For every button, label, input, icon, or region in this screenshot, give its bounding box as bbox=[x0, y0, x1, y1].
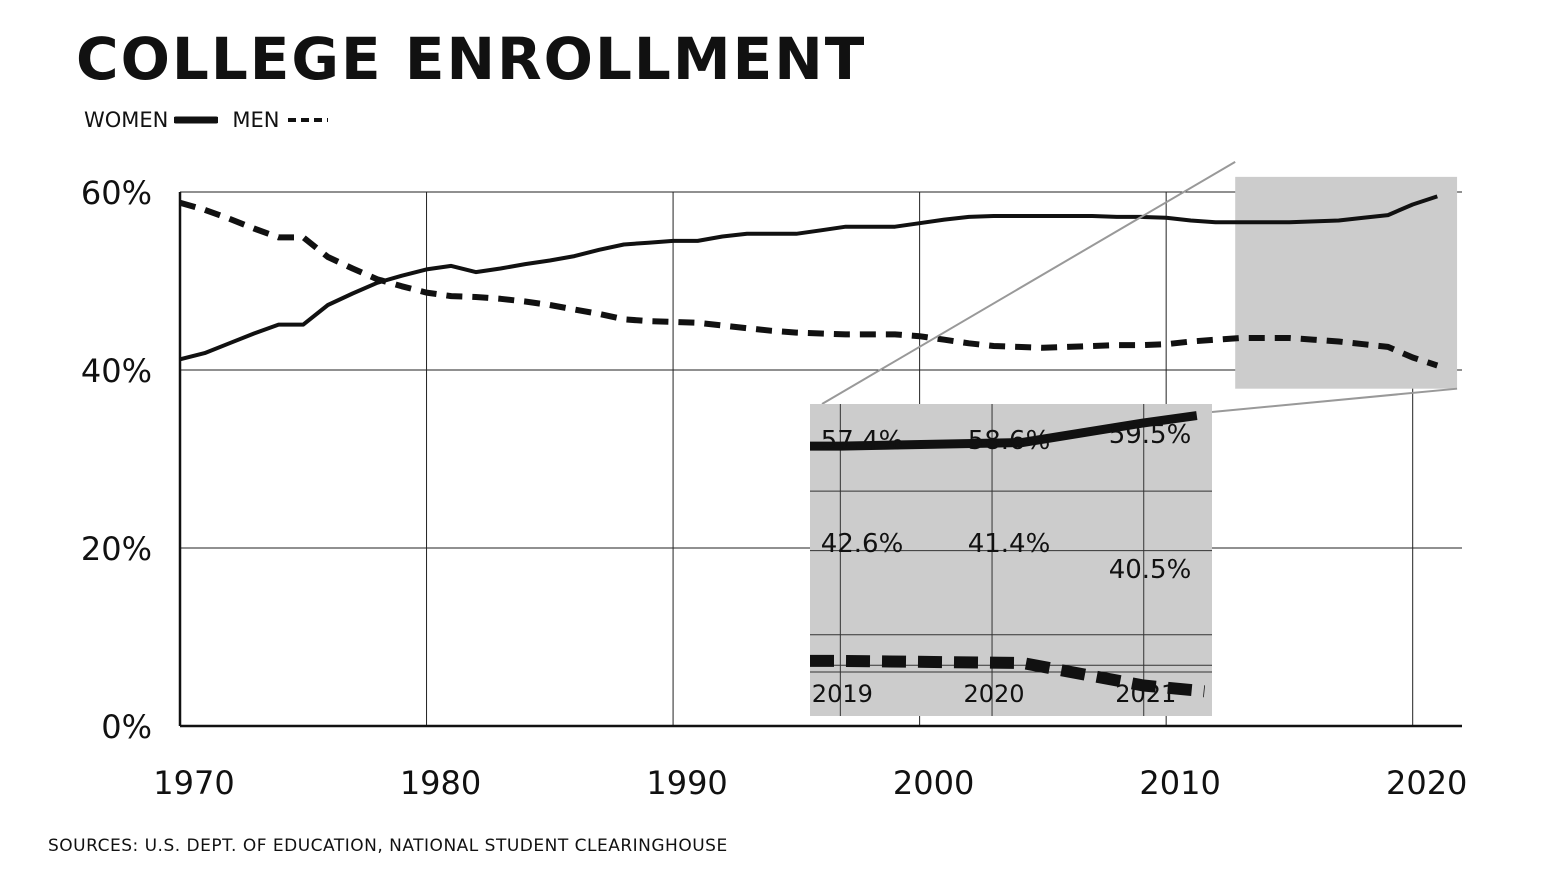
x-tick-label: 1980 bbox=[400, 764, 481, 802]
x-tick-label: 2020 bbox=[1386, 764, 1467, 802]
zoom-connector-line bbox=[1212, 389, 1457, 412]
source-note: SOURCES: U.S. DEPT. OF EDUCATION, NATION… bbox=[48, 836, 728, 856]
inset-data-label-women: 58.6% bbox=[968, 426, 1051, 456]
zoom-region-highlight bbox=[1235, 177, 1457, 389]
x-tick-label: 1970 bbox=[153, 764, 234, 802]
y-tick-label: 20% bbox=[81, 530, 152, 568]
inset-x-tick-label: 2020 bbox=[963, 680, 1024, 708]
inset-x-tick-label: 2019 bbox=[812, 680, 873, 708]
x-tick-label: 2000 bbox=[893, 764, 974, 802]
inset-data-label-men: 42.6% bbox=[821, 529, 904, 559]
enrollment-line-chart: 0% 20% 40% 60% 1970 1980 1990 2000 2010 2020 2019 2… bbox=[0, 0, 1560, 820]
inset-data-label-women: 59.5% bbox=[1109, 420, 1192, 450]
y-tick-label: 40% bbox=[81, 352, 152, 390]
inset-data-label-women: 57.4% bbox=[821, 426, 904, 456]
inset-data-label-men: 41.4% bbox=[968, 529, 1051, 559]
x-tick-label: 2010 bbox=[1139, 764, 1220, 802]
inset-data-label-men: 40.5% bbox=[1109, 555, 1192, 585]
x-tick-label: 1990 bbox=[646, 764, 727, 802]
zoom-connector-line bbox=[822, 162, 1235, 404]
y-tick-label: 0% bbox=[101, 708, 152, 746]
y-tick-label: 60% bbox=[81, 174, 152, 212]
